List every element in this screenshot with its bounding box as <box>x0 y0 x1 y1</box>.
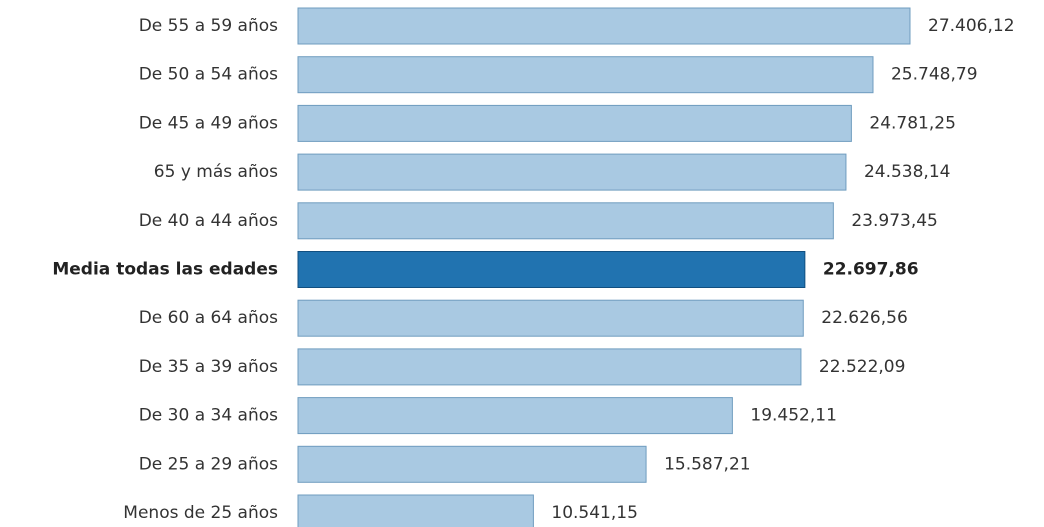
category-label: Media todas las edades <box>52 260 278 280</box>
value-label: 10.541,15 <box>551 503 638 523</box>
category-label: De 40 a 44 años <box>139 211 278 231</box>
category-label: 65 y más años <box>154 162 278 182</box>
category-label: Menos de 25 años <box>123 503 278 523</box>
value-label: 15.587,21 <box>664 454 751 474</box>
value-label: 22.697,86 <box>823 260 919 280</box>
category-label: De 50 a 54 años <box>139 65 278 85</box>
category-label: De 25 a 29 años <box>139 454 278 474</box>
bar <box>297 153 847 191</box>
value-label: 25.748,79 <box>891 65 978 85</box>
bar <box>297 397 733 435</box>
bar <box>297 348 802 386</box>
value-label: 19.452,11 <box>750 406 837 426</box>
category-label: De 55 a 59 años <box>139 16 278 36</box>
value-label: 27.406,12 <box>928 16 1015 36</box>
bar <box>297 494 534 527</box>
value-label: 24.538,14 <box>864 162 951 182</box>
bar <box>297 445 647 483</box>
bar <box>297 104 852 142</box>
bar <box>297 56 874 94</box>
value-label: 23.973,45 <box>851 211 938 231</box>
category-label: De 30 a 34 años <box>139 406 278 426</box>
value-label: 22.626,56 <box>821 308 908 328</box>
category-label: De 60 a 64 años <box>139 308 278 328</box>
value-label: 22.522,09 <box>819 357 906 377</box>
value-label: 24.781,25 <box>869 113 956 133</box>
bar <box>297 7 911 45</box>
category-label: De 45 a 49 años <box>139 113 278 133</box>
bar-highlight <box>297 251 806 288</box>
category-label: De 35 a 39 años <box>139 357 278 377</box>
bar <box>297 299 804 337</box>
bar <box>297 202 834 240</box>
